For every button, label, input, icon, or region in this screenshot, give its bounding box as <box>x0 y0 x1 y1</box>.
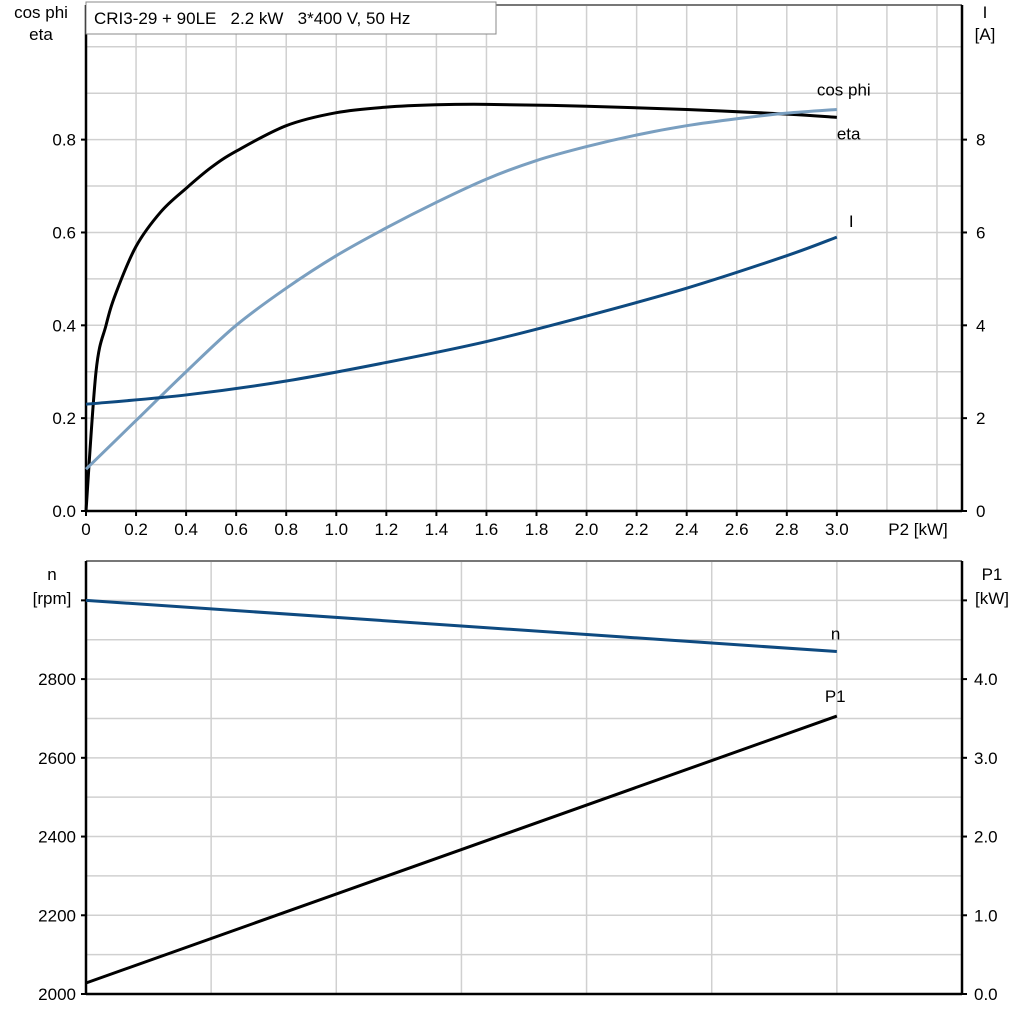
x-tick-label: 2.6 <box>725 520 749 539</box>
y-left-label-cosphi: cos phi <box>14 3 68 22</box>
y-left-tick-label: 2000 <box>38 985 76 1004</box>
y-right-label-unit: [kW] <box>975 589 1009 608</box>
y-right-label-unit: [A] <box>975 25 996 44</box>
series-line-i <box>85 235 838 406</box>
series-label-p1: P1 <box>825 687 846 706</box>
series-line-eta <box>84 102 837 512</box>
x-tick-label: 0.8 <box>274 520 298 539</box>
series-label-i: I <box>849 212 854 231</box>
x-tick-label: 1.2 <box>375 520 399 539</box>
y-right-tick-label: 6 <box>976 223 985 242</box>
series-line-cos-phi <box>84 107 837 471</box>
x-tick-label: 2.4 <box>675 520 699 539</box>
series-label-cos-phi: cos phi <box>817 80 871 99</box>
series-line-p1 <box>85 714 838 985</box>
y-right-tick-label: 0.0 <box>974 985 998 1004</box>
y-right-label-I: I <box>983 3 988 22</box>
y-left-tick-label: 0.0 <box>52 502 76 521</box>
y-right-tick-label: 0 <box>976 502 985 521</box>
y-right-tick-label: 1.0 <box>974 906 998 925</box>
y-left-tick-label: 2200 <box>38 906 76 925</box>
y-right-tick-label: 4 <box>976 316 985 335</box>
chart-title: CRI3-29 + 90LE 2.2 kW 3*400 V, 50 Hz <box>94 9 410 28</box>
y-left-tick-label: 2400 <box>38 828 76 847</box>
y-right-tick-label: 4.0 <box>974 670 998 689</box>
series-line-n <box>85 598 837 654</box>
x-tick-label: 0.2 <box>124 520 148 539</box>
x-tick-label: 1.6 <box>475 520 499 539</box>
series-label-eta: eta <box>837 124 861 143</box>
y-left-tick-label: 2600 <box>38 749 76 768</box>
x-tick-label: 2.8 <box>775 520 799 539</box>
y-right-tick-label: 2 <box>976 409 985 428</box>
y-left-tick-label: 0.4 <box>52 316 76 335</box>
y-right-tick-label: 3.0 <box>974 749 998 768</box>
x-tick-label: 2.2 <box>625 520 649 539</box>
x-tick-label: 0.4 <box>174 520 198 539</box>
x-tick-label: 0 <box>81 520 90 539</box>
title-box <box>85 1 497 35</box>
y-left-label-eta: eta <box>29 25 53 44</box>
y-left-tick-label: 0.6 <box>52 223 76 242</box>
y-right-tick-label: 8 <box>976 131 985 150</box>
y-right-tick-label: 2.0 <box>974 828 998 847</box>
x-tick-label: 1.4 <box>425 520 449 539</box>
x-tick-label: 1.0 <box>324 520 348 539</box>
y-left-tick-label: 2800 <box>38 670 76 689</box>
x-axis-label: P2 [kW] <box>888 520 948 539</box>
series-label-n: n <box>831 625 840 644</box>
x-tick-label: 2.0 <box>575 520 599 539</box>
x-tick-label: 1.8 <box>525 520 549 539</box>
y-left-label-n: n <box>47 565 56 584</box>
y-right-label-P1: P1 <box>982 565 1003 584</box>
y-left-tick-label: 0.8 <box>52 131 76 150</box>
y-left-tick-label: 0.2 <box>52 409 76 428</box>
x-tick-label: 0.6 <box>224 520 248 539</box>
y-left-label-unit: [rpm] <box>33 589 72 608</box>
x-tick-label: 3.0 <box>825 520 849 539</box>
